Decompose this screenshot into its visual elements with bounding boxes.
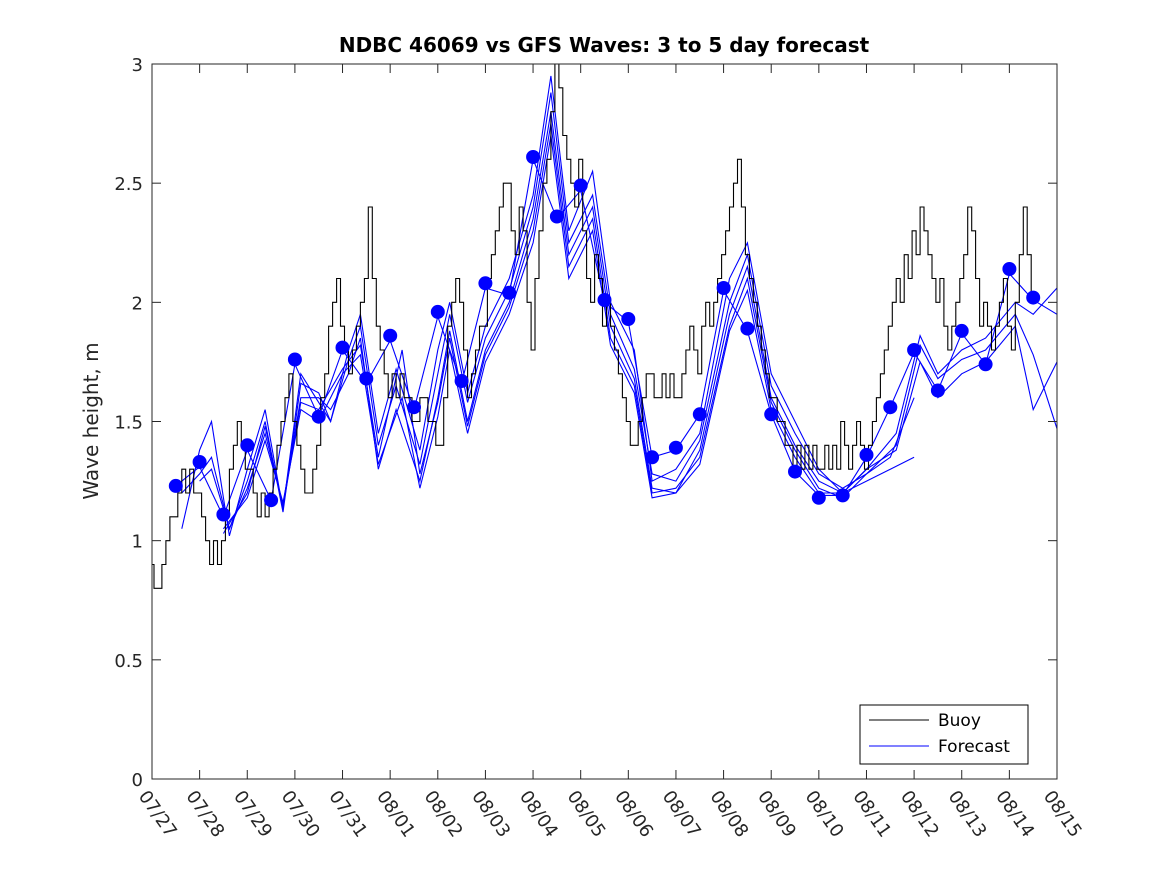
forecast-marker <box>621 312 636 326</box>
buoy-line <box>152 63 1032 589</box>
forecast-marker <box>478 276 493 291</box>
forecast-marker <box>1002 262 1017 276</box>
forecast-line-2 <box>175 157 1058 519</box>
forecast-marker <box>811 490 826 505</box>
forecast-marker <box>954 323 969 338</box>
legend: Buoy Forecast <box>859 704 1029 765</box>
forecast-marker <box>645 450 660 465</box>
forecast-marker <box>407 400 421 415</box>
forecast-marker <box>859 447 874 462</box>
forecast-marker <box>788 464 802 479</box>
forecast-marker <box>502 285 517 300</box>
forecast-marker <box>549 209 564 224</box>
forecast-marker <box>883 400 898 415</box>
y-tick-label: 1 <box>132 532 143 553</box>
forecast-line-3 <box>181 75 1058 537</box>
forecast-marker <box>383 328 398 343</box>
forecast-marker <box>454 374 469 388</box>
forecast-marker <box>192 455 207 469</box>
forecast-marker <box>930 383 945 398</box>
forecast-marker <box>692 407 707 422</box>
y-tick-label: 2.5 <box>114 174 143 195</box>
forecast-marker <box>240 438 255 453</box>
forecast-line-4 <box>181 92 1058 531</box>
y-tick-label: 0 <box>132 770 143 791</box>
forecast-marker <box>359 371 374 386</box>
forecast-marker <box>311 409 326 424</box>
chart-title: NDBC 46069 vs GFS Waves: 3 to 5 day fore… <box>339 33 870 57</box>
forecast-line-5 <box>199 111 1058 531</box>
legend-label-forecast: Forecast <box>938 737 1010 757</box>
plot-area <box>152 63 1058 589</box>
legend-label-buoy: Buoy <box>938 711 981 731</box>
forecast-marker <box>716 281 731 295</box>
forecast-marker <box>287 352 302 367</box>
y-tick-label: 3 <box>132 55 143 76</box>
forecast-marker <box>978 357 993 372</box>
forecast-marker <box>835 488 850 503</box>
forecast-marker <box>430 304 445 319</box>
forecast-line-7 <box>222 135 915 530</box>
forecast-marker <box>264 493 279 508</box>
y-axis-label: Wave height, m <box>79 342 103 499</box>
forecast-marker <box>1026 290 1041 305</box>
forecast-marker <box>216 507 231 522</box>
forecast-marker <box>597 293 612 307</box>
forecast-marker <box>335 340 350 355</box>
y-tick-label: 2 <box>132 293 143 314</box>
forecast-marker <box>573 178 588 193</box>
forecast-marker <box>668 440 683 455</box>
forecast-line-6 <box>222 123 915 534</box>
legend-box <box>859 704 1029 765</box>
forecast-marker <box>907 343 922 357</box>
forecast-marker <box>168 478 183 493</box>
forecast-marker <box>740 321 755 336</box>
forecast-marker <box>764 407 779 422</box>
y-tick-label: 0.5 <box>114 651 143 672</box>
forecast-marker <box>526 150 541 164</box>
y-tick-label: 1.5 <box>114 413 143 434</box>
